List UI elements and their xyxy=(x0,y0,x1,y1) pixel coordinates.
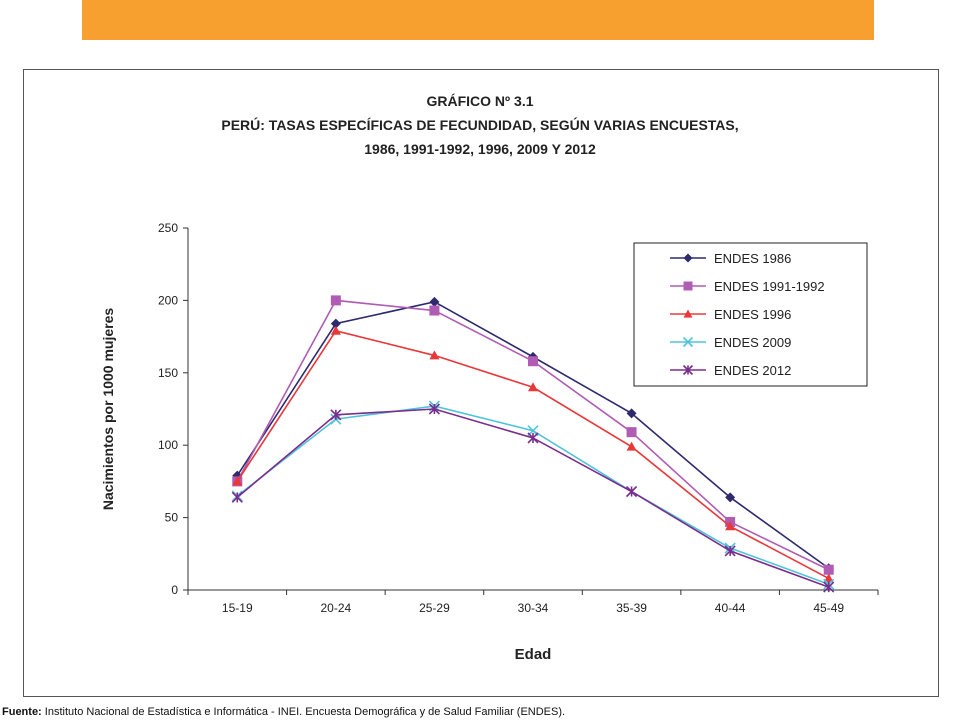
data-point xyxy=(626,441,637,451)
chart-title-years: 1986, 1991-1992, 1996, 2009 Y 2012 xyxy=(364,141,596,157)
y-tick-label: 250 xyxy=(158,221,178,235)
data-point xyxy=(527,432,539,444)
data-point xyxy=(823,581,835,593)
source-text: Instituto Nacional de Estadística e Info… xyxy=(44,706,566,718)
legend-entry-label: ENDES 1996 xyxy=(714,307,791,322)
data-point xyxy=(724,545,736,557)
legend-marker xyxy=(683,253,693,263)
data-point xyxy=(232,476,243,486)
data-point xyxy=(823,564,834,575)
legend-marker xyxy=(683,281,693,291)
data-point xyxy=(330,409,342,421)
legend-marker xyxy=(682,364,694,376)
data-point xyxy=(823,573,834,583)
data-point xyxy=(330,325,341,335)
data-point xyxy=(429,350,440,360)
data-point xyxy=(429,305,440,316)
x-tick-label: 40-44 xyxy=(715,601,746,615)
data-point xyxy=(428,403,440,415)
y-axis-title: Nacimientos por 1000 mujeres xyxy=(100,308,116,511)
legend-marker xyxy=(682,336,694,348)
legend-marker xyxy=(683,309,693,318)
source-label: Fuente: xyxy=(2,706,42,718)
x-axis-title: Edad xyxy=(515,646,552,663)
data-point xyxy=(626,408,637,419)
data-point xyxy=(626,427,637,438)
y-tick-label: 100 xyxy=(158,438,178,452)
source-note: Fuente: Instituto Nacional de Estadístic… xyxy=(2,706,565,718)
chart-title-main: PERÚ: TASAS ESPECÍFICAS DE FECUNDIDAD, S… xyxy=(221,117,739,133)
legend-entry-label: ENDES 2009 xyxy=(714,335,791,350)
y-tick-label: 150 xyxy=(158,366,178,380)
y-tick-label: 200 xyxy=(158,293,178,307)
y-tick-label: 0 xyxy=(171,583,178,597)
data-point xyxy=(626,485,638,498)
series-line-3 xyxy=(236,405,829,585)
legend-entry-label: ENDES 1986 xyxy=(714,251,791,266)
data-point xyxy=(330,318,341,329)
data-point xyxy=(725,521,736,531)
chart-title-number: GRÁFICO Nº 3.1 xyxy=(426,93,534,109)
x-tick-label: 35-39 xyxy=(616,601,647,615)
orange-banner xyxy=(82,0,874,40)
legend-entry-label: ENDES 2012 xyxy=(714,363,791,378)
x-tick-label: 25-29 xyxy=(419,601,450,615)
x-tick-label: 15-19 xyxy=(222,601,253,615)
data-point xyxy=(528,356,538,367)
data-point xyxy=(429,296,440,307)
x-tick-label: 20-24 xyxy=(321,601,352,615)
data-point xyxy=(330,295,341,306)
x-tick-label: 30-34 xyxy=(518,601,549,615)
data-point xyxy=(231,491,243,503)
data-point xyxy=(528,382,538,392)
legend-entry-label: ENDES 1991-1992 xyxy=(714,279,825,294)
y-tick-label: 50 xyxy=(165,511,179,525)
data-point xyxy=(725,492,736,503)
x-tick-label: 45-49 xyxy=(813,601,844,615)
